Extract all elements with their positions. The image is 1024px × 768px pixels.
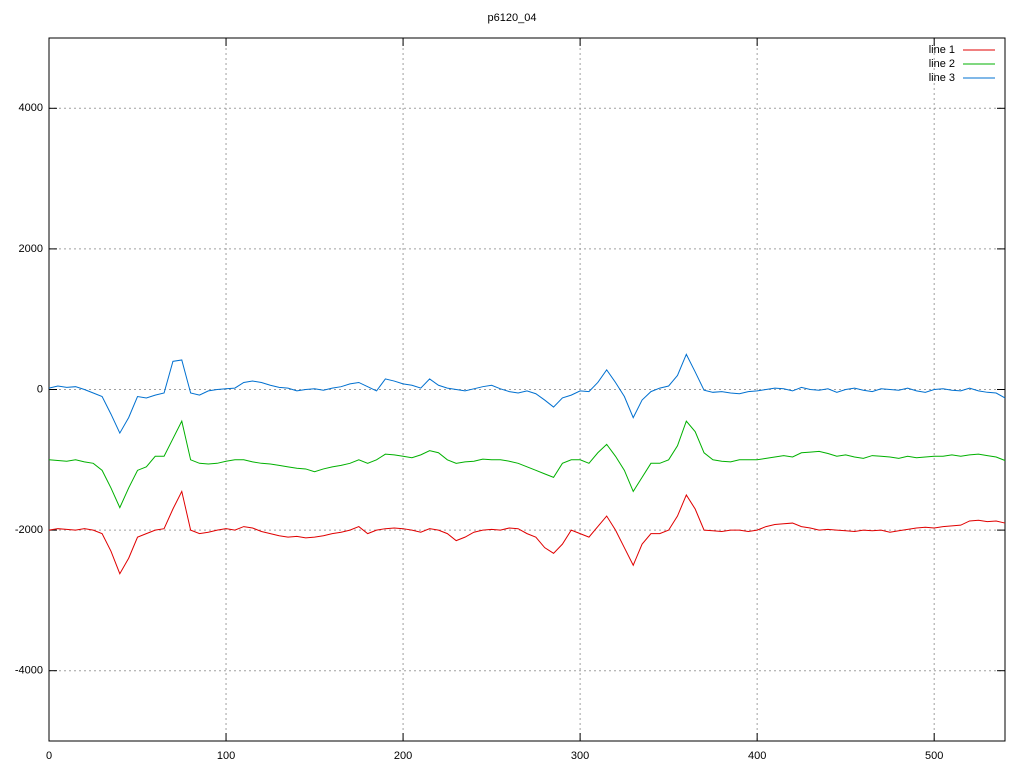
- x-tick-label: 400: [748, 750, 766, 762]
- y-tick-label: 0: [37, 383, 43, 395]
- chart-title: p6120_04: [488, 12, 537, 24]
- y-tick-label: -4000: [15, 665, 43, 677]
- x-tick-label: 100: [217, 750, 235, 762]
- data-line: [48, 419, 1006, 509]
- legend-label: line 3: [929, 72, 955, 84]
- y-tick-label: 4000: [19, 102, 43, 114]
- x-tick-label: 500: [925, 750, 943, 762]
- x-tick-label: 300: [571, 750, 589, 762]
- y-tick-label: 2000: [19, 243, 43, 255]
- y-tick-label: -2000: [15, 524, 43, 536]
- data-line: [48, 353, 1006, 435]
- plot-border: [48, 37, 1006, 742]
- legend-label: line 1: [929, 44, 955, 56]
- x-tick-label: 200: [394, 750, 412, 762]
- legend-label: line 2: [929, 58, 955, 70]
- x-tick-label: 0: [46, 750, 52, 762]
- data-line: [48, 489, 1006, 575]
